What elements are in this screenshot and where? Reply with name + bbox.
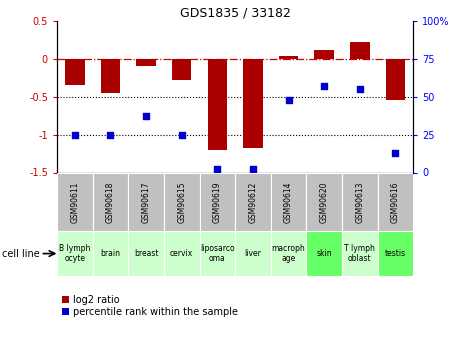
Text: GSM90619: GSM90619 — [213, 181, 222, 223]
Title: GDS1835 / 33182: GDS1835 / 33182 — [180, 7, 291, 20]
Text: T lymph
oblast: T lymph oblast — [344, 244, 375, 263]
Bar — [306, 231, 342, 276]
Text: liposarco
oma: liposarco oma — [200, 244, 235, 263]
Text: GSM90616: GSM90616 — [391, 181, 400, 223]
Bar — [350, 42, 370, 59]
Text: cervix: cervix — [170, 249, 193, 258]
Bar — [378, 231, 413, 276]
Bar — [243, 59, 263, 148]
Bar — [65, 59, 85, 85]
Text: GSM90620: GSM90620 — [320, 181, 329, 223]
Text: GSM90611: GSM90611 — [70, 181, 79, 223]
Point — [142, 114, 150, 119]
Text: skin: skin — [316, 249, 332, 258]
Bar — [386, 59, 405, 100]
Bar — [279, 56, 298, 59]
Text: breast: breast — [134, 249, 158, 258]
Text: liver: liver — [245, 249, 261, 258]
Text: GSM90615: GSM90615 — [177, 181, 186, 223]
Text: testis: testis — [385, 249, 406, 258]
Bar — [314, 50, 334, 59]
Point — [213, 167, 221, 172]
Point — [320, 83, 328, 89]
Text: GSM90618: GSM90618 — [106, 181, 115, 223]
Bar — [235, 172, 271, 231]
Bar — [101, 59, 120, 93]
Bar — [136, 59, 156, 66]
Text: GSM90614: GSM90614 — [284, 181, 293, 223]
Bar — [164, 231, 200, 276]
Bar — [172, 59, 191, 80]
Text: cell line: cell line — [2, 249, 40, 258]
Bar — [306, 172, 342, 231]
Point — [106, 132, 114, 137]
Point — [391, 150, 399, 156]
Point — [356, 86, 364, 92]
Bar — [235, 231, 271, 276]
Text: macroph
age: macroph age — [272, 244, 305, 263]
Bar — [342, 231, 378, 276]
Text: B lymph
ocyte: B lymph ocyte — [59, 244, 91, 263]
Bar — [208, 59, 227, 150]
Point — [178, 132, 185, 137]
Point — [285, 97, 293, 102]
Bar — [93, 231, 128, 276]
Bar — [128, 231, 164, 276]
Text: brain: brain — [100, 249, 121, 258]
Bar — [271, 172, 306, 231]
Point — [249, 167, 256, 172]
Bar — [57, 231, 93, 276]
Legend: log2 ratio, percentile rank within the sample: log2 ratio, percentile rank within the s… — [62, 295, 238, 317]
Text: GSM90612: GSM90612 — [248, 181, 257, 223]
Bar — [342, 172, 378, 231]
Text: GSM90613: GSM90613 — [355, 181, 364, 223]
Bar — [200, 172, 235, 231]
Bar — [93, 172, 128, 231]
Bar — [200, 231, 235, 276]
Point — [71, 132, 79, 137]
Bar — [128, 172, 164, 231]
Bar — [378, 172, 413, 231]
Text: GSM90617: GSM90617 — [142, 181, 151, 223]
Bar — [164, 172, 200, 231]
Bar — [271, 231, 306, 276]
Bar — [57, 172, 93, 231]
